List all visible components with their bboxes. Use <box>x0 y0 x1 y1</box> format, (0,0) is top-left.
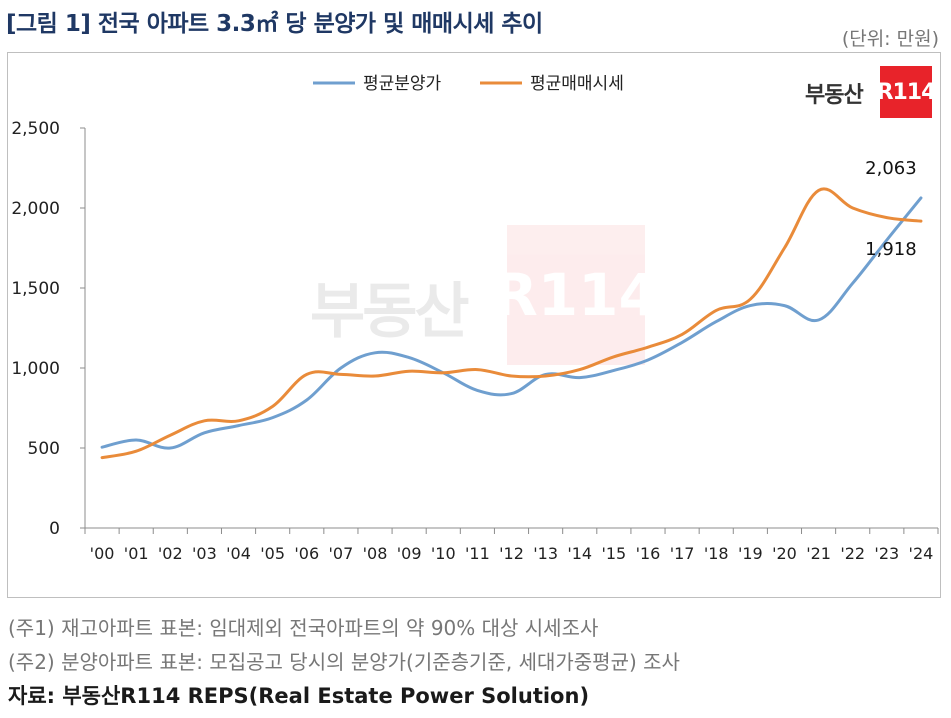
x-tick-label: '22 <box>840 544 865 563</box>
x-tick-label: '24 <box>909 544 934 563</box>
legend-label-market: 평균매매시세 <box>530 74 624 94</box>
series-line-presale <box>100 196 923 450</box>
brand-logo: 부동산 R114 <box>805 66 936 118</box>
y-tick-label: 0 <box>49 519 60 539</box>
x-tick-label: '03 <box>192 544 217 563</box>
source-line: 자료: 부동산R114 REPS(Real Estate Power Solut… <box>8 684 590 708</box>
x-tick-label: '02 <box>158 544 183 563</box>
data-label: 1,918 <box>865 239 917 260</box>
x-tick-label: '06 <box>294 544 319 563</box>
line-chart: 0 500 1,000 1,500 2,000 2,500 '00 '01 '02 '03 '04 '… <box>11 74 939 563</box>
x-tick-label: '08 <box>363 544 388 563</box>
x-tick-label: '07 <box>329 544 354 563</box>
x-tick-label: '04 <box>226 544 251 563</box>
chart-frame <box>7 52 941 598</box>
x-tick-label: '20 <box>772 544 797 563</box>
data-label: 2,063 <box>865 158 917 179</box>
x-tick-label: '12 <box>499 544 524 563</box>
brand-logo-text: 부동산 <box>805 83 864 108</box>
x-tick-label: '11 <box>465 544 490 563</box>
y-tick-label: 500 <box>28 439 60 459</box>
x-tick-label: '23 <box>874 544 899 563</box>
page-title: [그림 1] 전국 아파트 3.3㎡ 당 분양가 및 매매시세 추이 <box>6 11 543 37</box>
x-tick-label: '05 <box>260 544 285 563</box>
x-tick-label: '18 <box>704 544 729 563</box>
brand-logo-badge: R114 <box>877 66 936 118</box>
series-line-market <box>100 187 923 460</box>
x-tick-label: '15 <box>601 544 626 563</box>
y-tick-label: 2,000 <box>11 199 60 219</box>
unit-label: (단위: 만원) <box>841 28 939 50</box>
x-tick-label: '21 <box>806 544 831 563</box>
note-1: (주1) 재고아파트 표본: 임대제외 전국아파트의 약 90% 대상 시세조사 <box>8 616 599 640</box>
x-tick-label: '17 <box>670 544 695 563</box>
note-2: (주2) 분양아파트 표본: 모집공고 당시의 분양가(기준층기준, 세대가중평… <box>8 650 680 674</box>
x-tick-label: '09 <box>397 544 422 563</box>
x-tick-label: '16 <box>636 544 661 563</box>
y-tick-label: 1,500 <box>11 279 60 299</box>
x-tick-label: '19 <box>738 544 763 563</box>
x-tick-label: '10 <box>431 544 456 563</box>
y-tick-label: 2,500 <box>11 119 60 139</box>
x-tick-label: '14 <box>567 544 592 563</box>
x-tick-label: '13 <box>533 544 558 563</box>
legend-label-presale: 평균분양가 <box>363 74 442 94</box>
x-tick-label: '01 <box>124 544 149 563</box>
x-tick-label: '00 <box>90 544 115 563</box>
y-tick-label: 1,000 <box>11 359 60 379</box>
